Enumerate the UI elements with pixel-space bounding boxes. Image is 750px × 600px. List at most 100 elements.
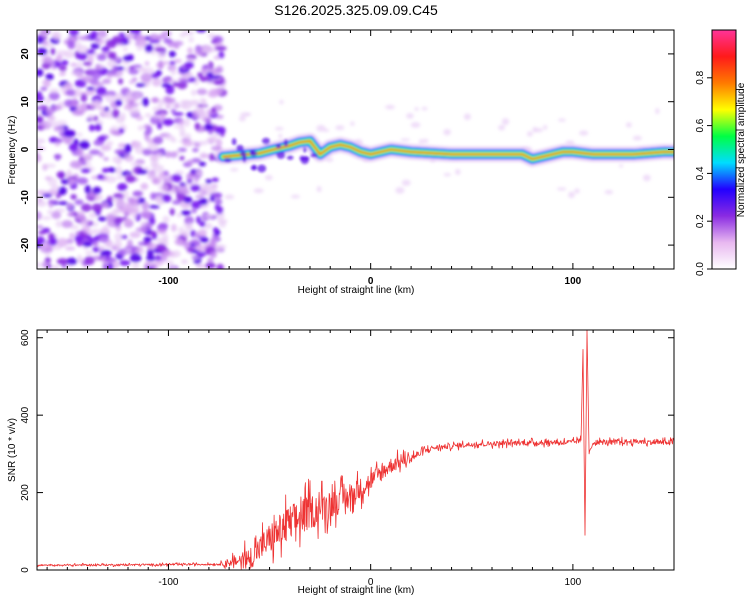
noise-speck [37,236,45,245]
noise-speck [44,163,57,169]
noise-speck [198,229,207,237]
noise-speck [406,113,414,119]
noise-speck [169,103,181,108]
noise-speck [89,149,101,155]
noise-speck [178,119,185,126]
noise-speck [58,201,69,206]
noise-speck [56,50,68,55]
noise-speck [131,262,140,269]
noise-speck [211,192,223,199]
noise-speck [188,36,195,43]
noise-speck [150,192,156,200]
noise-speck [49,237,58,246]
noise-speck [144,112,152,118]
noise-speck [162,233,169,242]
noise-speck [135,34,147,45]
noise-speck [93,240,99,247]
noise-speck [42,43,54,48]
ridge-blob [286,155,294,160]
noise-speck [230,167,239,172]
noise-speck [195,30,207,33]
colorbar-tick-label: 0.6 [695,118,706,132]
noise-speck [197,140,209,146]
noise-speck [122,55,133,62]
snr-ylabel: SNR (10 * v/v) [7,418,18,482]
noise-speck [135,83,146,87]
noise-speck [151,177,162,185]
noise-speck [199,220,206,228]
noise-speck [194,49,205,56]
noise-speck [92,186,102,195]
noise-speck [176,212,183,218]
noise-speck [41,216,52,221]
colorbar-ticks: 0.0 0.2 0.4 0.6 0.8 [695,70,712,276]
x-tick-label: -100 [158,276,178,287]
noise-speck [147,260,153,268]
noise-speck [76,177,89,185]
spectrogram-ylabel: Frequency (Hz) [7,116,18,185]
noise-speck [66,257,78,266]
noise-speck [131,77,138,82]
noise-speck [421,106,428,111]
noise-speck [199,98,206,103]
noise-speck [37,211,42,221]
noise-speck [165,104,171,109]
y-tick-label: 0 [20,146,31,152]
noise-speck [65,246,76,251]
noise-speck [105,39,117,49]
noise-speck [143,212,152,220]
noise-speck [170,137,177,143]
noise-speck [410,121,421,128]
noise-speck [56,258,69,265]
noise-speck [96,53,107,61]
colorbar-tick-label: 0.0 [695,262,706,276]
noise-speck [37,230,47,235]
ridge-blob [236,144,244,152]
spectrogram-frame [36,29,675,270]
ridge-band [222,140,674,160]
noise-speck [127,239,133,249]
noise-speck [215,138,223,148]
noise-speck [81,161,87,166]
noise-speck [115,165,123,175]
noise-speck [134,247,145,256]
noise-speck [116,202,126,207]
noise-speck [184,216,194,225]
noise-speck [655,107,660,115]
noise-speck [112,260,120,269]
noise-speck [184,61,194,69]
colorbar-gradient [711,29,737,270]
noise-speck [219,84,226,89]
noise-speck [240,112,250,117]
noise-speck [185,133,192,140]
noise-speck [61,220,73,229]
noise-speck [191,158,202,163]
noise-speck [61,59,69,66]
noise-speck [98,151,104,158]
noise-speck [84,184,91,194]
noise-speck [125,175,136,183]
noise-speck [162,215,170,223]
noise-speck [138,66,147,73]
noise-speck [203,123,214,131]
noise-speck [161,83,172,88]
noise-speck [37,36,44,44]
noise-speck [156,122,163,130]
noise-speck [57,186,67,196]
ridge-blob [275,144,282,149]
noise-speck [165,85,175,95]
noise-speck [55,153,61,161]
ridge-blob [249,150,255,156]
noise-speck [67,178,76,186]
ridge-blob [276,151,286,159]
noise-speck [214,204,221,211]
noise-speck [173,124,185,129]
noise-speck [122,190,130,200]
noise-speck [182,140,193,147]
noise-speck [418,139,424,145]
noise-speck [323,128,330,132]
noise-speck [216,263,224,269]
noise-speck [191,254,200,261]
noise-speck [172,112,184,116]
noise-speck [107,51,114,60]
